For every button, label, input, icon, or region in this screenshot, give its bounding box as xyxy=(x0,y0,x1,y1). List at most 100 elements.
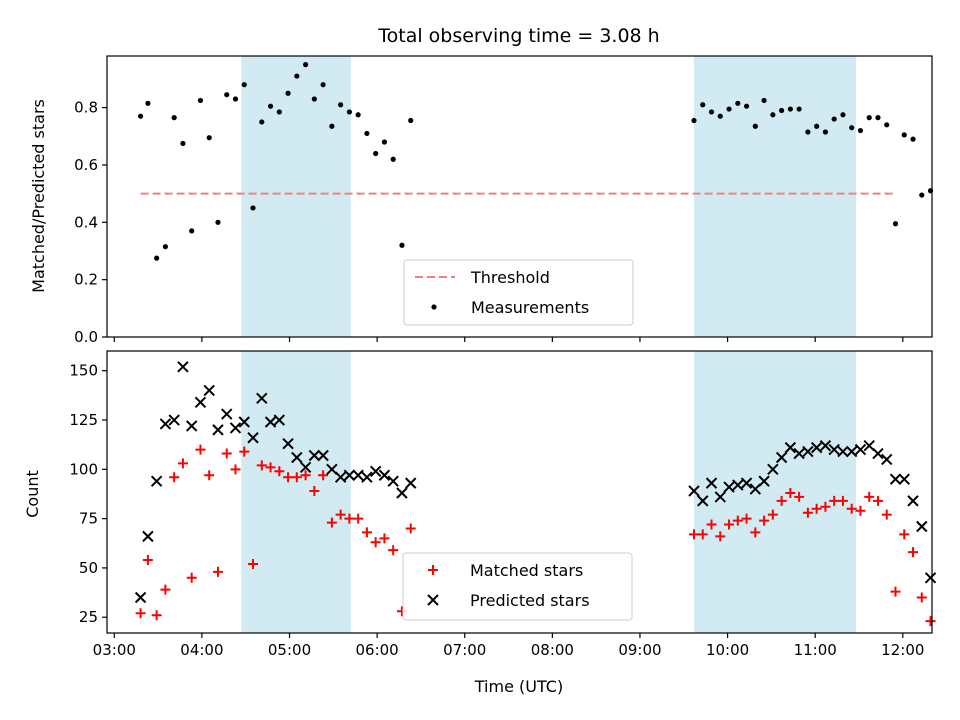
top-series-1-point-43 xyxy=(779,107,785,114)
bottom-series-1-point-18 xyxy=(283,472,294,483)
legend-threshold-label: Threshold xyxy=(470,268,550,287)
bottom-series-1-point-35 xyxy=(706,519,717,530)
bottom-series-2-point-33 xyxy=(688,485,700,497)
bottom-series-2-point-1 xyxy=(134,591,147,604)
top-series-1-point-44 xyxy=(787,106,793,112)
bottom-series-2-point-26 xyxy=(352,469,364,481)
bottom-series-1-point-8 xyxy=(195,444,206,455)
bottom-series-2-point-38 xyxy=(732,479,744,491)
bottom-series-2-point-36 xyxy=(714,491,726,503)
top-series-1-point-49 xyxy=(831,116,837,122)
top-series-1-point-28 xyxy=(373,150,379,157)
top-series-1-point-25 xyxy=(346,109,352,115)
bottom-series-2-point-9 xyxy=(203,384,215,397)
top-y-tick-label-3: 0.4 xyxy=(74,213,98,231)
top-series-1-point-47 xyxy=(814,123,820,129)
bottom-series-2-point-12 xyxy=(229,422,242,434)
bottom-series-1-point-14 xyxy=(248,558,259,569)
bottom-series-2-point-59 xyxy=(916,520,928,533)
bottom-series-2-point-4 xyxy=(159,418,172,430)
bottom-series-1-point-15 xyxy=(256,460,267,471)
top-series-1-point-55 xyxy=(884,122,890,128)
bottom-series-2-point-43 xyxy=(775,451,788,464)
bottom-series-1-point-10 xyxy=(212,566,223,577)
top-series-1-point-37 xyxy=(726,106,732,112)
bottom-series-2-point-60 xyxy=(924,572,937,584)
bottom-series-1-point-7 xyxy=(186,572,197,583)
bottom-series-2-point-50 xyxy=(837,445,849,458)
top-series-1-point-14 xyxy=(250,205,256,211)
top-legend-series-1-marker xyxy=(431,304,437,310)
top-series-1-point-40 xyxy=(752,123,758,129)
bottom-series-1-point-25 xyxy=(344,513,355,524)
top-y-tick-label-4: 0.6 xyxy=(74,156,98,174)
bottom-series-1-point-19 xyxy=(291,472,302,483)
x-axis-label: Time (UTC) xyxy=(474,677,563,696)
top-series-1-point-35 xyxy=(708,109,715,115)
top-series-1-point-21 xyxy=(311,96,317,102)
bottom-series-1-point-16 xyxy=(265,462,276,473)
top-plot-frame xyxy=(106,55,933,338)
bottom-legend-series-1-label: Matched stars xyxy=(470,561,583,580)
bottom-series-1-point-56 xyxy=(890,586,901,597)
bottom-series-2-point-13 xyxy=(238,416,250,428)
top-series-1-point-22 xyxy=(320,82,326,88)
top-y-tick-label-2: 0.2 xyxy=(74,271,98,289)
top-series-1-point-57 xyxy=(901,132,907,138)
top-series-1-point-9 xyxy=(206,135,212,141)
bottom-series-1-point-42 xyxy=(767,509,778,520)
top-series-1-point-36 xyxy=(717,113,723,119)
top-series-1-point-45 xyxy=(796,106,802,112)
bottom-series-1-point-53 xyxy=(864,491,875,502)
bottom-series-1-point-22 xyxy=(318,470,329,481)
bottom-series-2-point-17 xyxy=(273,414,286,426)
bottom-series-2-point-24 xyxy=(334,471,347,483)
top-series-1-point-38 xyxy=(735,100,741,106)
bottom-series-1-point-49 xyxy=(829,495,840,506)
bottom-series-2-point-2 xyxy=(142,530,154,543)
bottom-series-2-point-28 xyxy=(369,465,382,478)
bottom-legend-box xyxy=(402,552,633,621)
top-legend: Threshold Measurements xyxy=(403,259,634,326)
top-series-1-point-13 xyxy=(241,82,247,88)
bottom-series-1-point-2 xyxy=(142,555,153,566)
top-series-1-point-30 xyxy=(390,156,396,162)
bottom-series-1-point-1 xyxy=(135,608,146,619)
x-tick-label-7: 09:00 xyxy=(618,641,661,659)
bottom-series-2-point-51 xyxy=(845,445,858,458)
top-series-1-point-7 xyxy=(189,228,195,234)
bottom-series-1-point-37 xyxy=(724,519,735,530)
top-y-tick-label-5: 0.8 xyxy=(74,99,98,117)
bottom-series-2-point-31 xyxy=(396,487,408,499)
x-tick-label-1: 03:00 xyxy=(93,641,136,659)
x-tick-label-8: 10:00 xyxy=(706,641,749,659)
x-tick-label-5: 07:00 xyxy=(443,641,486,659)
bottom-series-1-point-58 xyxy=(908,547,919,558)
top-series-1-point-29 xyxy=(381,139,388,145)
bottom-series-1-point-36 xyxy=(715,531,726,542)
top-series-1-point-34 xyxy=(700,102,706,108)
top-series-1-point-41 xyxy=(761,97,767,104)
top-series-1-point-15 xyxy=(259,119,265,125)
top-series-1-point-51 xyxy=(849,125,855,131)
bottom-series-1-point-60 xyxy=(925,616,936,627)
x-tick-label-4: 06:00 xyxy=(356,641,399,659)
bottom-series-1-point-11 xyxy=(221,448,232,459)
bottom-series-1-point-23 xyxy=(326,517,337,528)
top-legend-box xyxy=(403,259,634,326)
top-shaded-interval-2 xyxy=(693,56,857,337)
bottom-legend-series-1-marker xyxy=(428,565,438,575)
bottom-series-2-point-16 xyxy=(264,416,277,428)
bottom-series-2-point-41 xyxy=(758,475,770,487)
bottom-series-2-point-57 xyxy=(898,473,910,485)
bottom-series-1-point-4 xyxy=(160,584,171,595)
bottom-series-2-point-21 xyxy=(308,449,321,462)
top-series-1-point-6 xyxy=(180,140,186,147)
top-series-1-point-8 xyxy=(197,97,204,104)
bottom-y-tick-label-4: 100 xyxy=(69,460,98,478)
bottom-series-2-point-8 xyxy=(194,396,207,408)
x-tick-label-6: 08:00 xyxy=(531,641,574,659)
bottom-series-1-point-12 xyxy=(230,464,241,475)
top-series-1-point-31 xyxy=(399,242,405,248)
